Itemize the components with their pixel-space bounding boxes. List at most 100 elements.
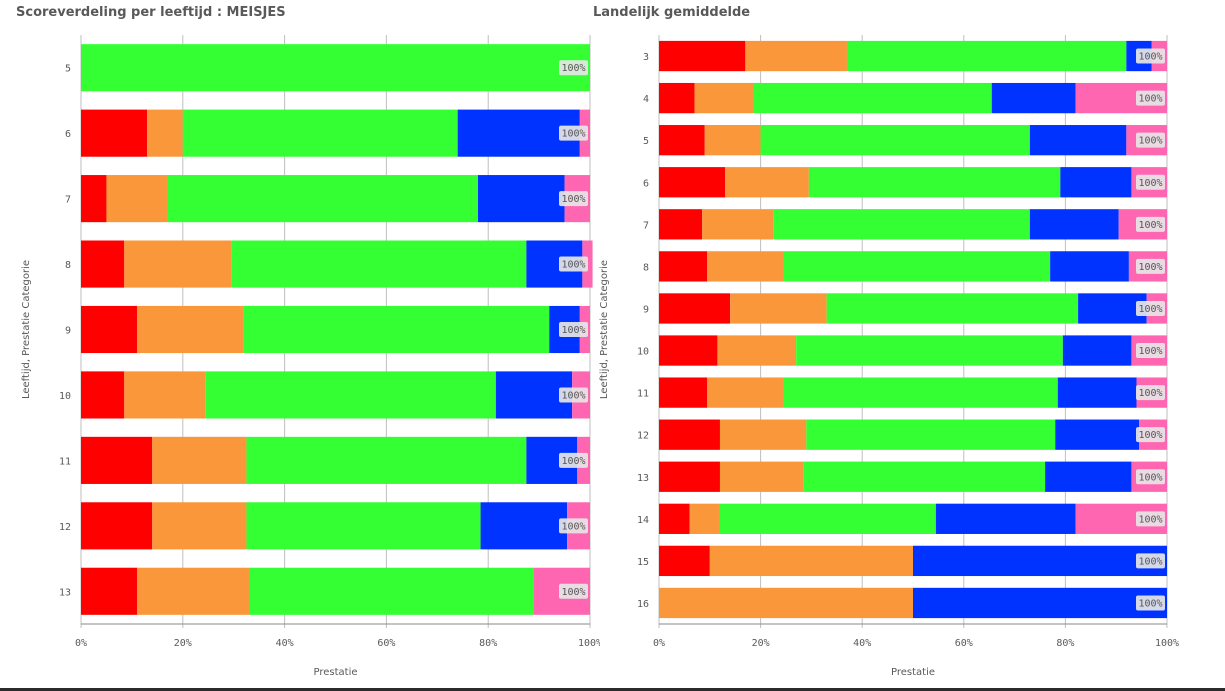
meisjes-bar-segment-7-3[interactable]: [167, 175, 479, 223]
landelijk-bar-segment-14-3[interactable]: [719, 503, 936, 534]
landelijk-x-tick-label: 40%: [853, 638, 871, 649]
landelijk-bar-segment-9-1[interactable]: [659, 293, 731, 324]
landelijk-bar-segment-4-4[interactable]: [991, 82, 1076, 114]
landelijk-bar-total-label: 100%: [1138, 304, 1162, 315]
landelijk-bar-segment-13-1[interactable]: [659, 461, 720, 492]
landelijk-bar-segment-15-4[interactable]: [913, 545, 1167, 577]
landelijk-bar-segment-10-1[interactable]: [659, 335, 718, 366]
meisjes-bar-segment-10-2[interactable]: [124, 371, 206, 419]
meisjes-bar-segment-6-2[interactable]: [147, 109, 183, 157]
landelijk-bar-segment-15-1[interactable]: [659, 545, 710, 577]
landelijk-bar-segment-4-2[interactable]: [694, 82, 753, 114]
meisjes-bar-segment-7-4[interactable]: [478, 175, 565, 223]
meisjes-bar-segment-13-1[interactable]: [81, 567, 137, 615]
landelijk-category-label: 14: [637, 515, 649, 526]
landelijk-bar-total-label: 100%: [1138, 136, 1162, 147]
meisjes-bar-segment-11-1[interactable]: [81, 436, 153, 484]
landelijk-bar-total-label: 100%: [1138, 178, 1162, 189]
meisjes-bar-segment-7-1[interactable]: [81, 175, 107, 223]
landelijk-bar-segment-9-3[interactable]: [826, 293, 1079, 324]
landelijk-bar-segment-10-4[interactable]: [1062, 335, 1132, 366]
landelijk-bar-segment-7-3[interactable]: [773, 209, 1030, 240]
landelijk-bar-segment-6-4[interactable]: [1060, 167, 1132, 198]
landelijk-bar-segment-3-3[interactable]: [846, 40, 1127, 72]
landelijk-bar-segment-16-2[interactable]: [659, 587, 913, 619]
landelijk-bar-segment-12-1[interactable]: [659, 419, 720, 450]
meisjes-bar-segment-9-1[interactable]: [81, 305, 137, 354]
meisjes-bar-segment-11-3[interactable]: [246, 436, 527, 484]
meisjes-bar-label-bg: [559, 387, 588, 403]
landelijk-bar-segment-13-4[interactable]: [1045, 461, 1132, 492]
landelijk-bar-segment-14-2[interactable]: [689, 503, 720, 534]
landelijk-bar-segment-14-1[interactable]: [659, 503, 690, 534]
landelijk-bar-segment-12-4[interactable]: [1055, 419, 1140, 450]
landelijk-bar-segment-16-4[interactable]: [913, 587, 1167, 619]
landelijk-bar-segment-10-2[interactable]: [717, 335, 797, 366]
landelijk-bar-segment-11-4[interactable]: [1057, 377, 1137, 408]
landelijk-bar-segment-12-3[interactable]: [806, 419, 1056, 450]
meisjes-bar-label-bg: [559, 518, 588, 534]
landelijk-bar-segment-13-2[interactable]: [719, 461, 804, 492]
landelijk-bar-segment-8-3[interactable]: [783, 251, 1051, 282]
landelijk-bar-segment-8-4[interactable]: [1050, 251, 1129, 282]
landelijk-bar-segment-12-2[interactable]: [719, 419, 807, 450]
landelijk-bar-segment-9-2[interactable]: [730, 293, 827, 324]
meisjes-bar-segment-9-2[interactable]: [136, 305, 244, 354]
landelijk-bar-segment-3-1[interactable]: [659, 40, 746, 72]
landelijk-bar-segment-9-4[interactable]: [1078, 293, 1147, 324]
landelijk-bar-segment-8-2[interactable]: [707, 251, 784, 282]
landelijk-bar-segment-11-1[interactable]: [659, 377, 708, 408]
meisjes-bar-segment-6-3[interactable]: [182, 109, 458, 157]
landelijk-x-tick-label: 0%: [653, 638, 665, 649]
meisjes-x-tick-label: 0%: [75, 638, 87, 649]
landelijk-bar-segment-4-3[interactable]: [752, 82, 992, 114]
landelijk-bar-segment-7-2[interactable]: [702, 209, 774, 240]
meisjes-bar-segment-9-3[interactable]: [243, 305, 550, 354]
landelijk-bar-segment-10-3[interactable]: [796, 335, 1063, 366]
landelijk-bar-segment-7-4[interactable]: [1029, 209, 1119, 240]
landelijk-bar-total-label: 100%: [1138, 556, 1162, 567]
landelijk-bar-segment-5-1[interactable]: [659, 125, 705, 156]
landelijk-bar-segment-6-2[interactable]: [725, 167, 809, 198]
landelijk-bar-segment-4-1[interactable]: [659, 82, 695, 114]
landelijk-bar-segment-11-2[interactable]: [707, 377, 784, 408]
landelijk-bar-segment-15-2[interactable]: [709, 545, 913, 577]
meisjes-bar-segment-10-3[interactable]: [205, 371, 496, 419]
meisjes-bar-total-label: 100%: [561, 587, 585, 598]
meisjes-category-label: 5: [65, 64, 71, 75]
meisjes-bar-segment-12-2[interactable]: [152, 502, 247, 550]
landelijk-bar-label-bg: [1136, 48, 1165, 64]
landelijk-bar-segment-6-1[interactable]: [659, 167, 726, 198]
meisjes-bar-segment-13-3[interactable]: [248, 567, 535, 615]
landelijk-bar-label-bg: [1136, 300, 1165, 316]
landelijk-bar-segment-8-1[interactable]: [659, 251, 708, 282]
landelijk-bar-total-label: 100%: [1138, 346, 1162, 357]
landelijk-bar-label-bg: [1136, 469, 1165, 485]
meisjes-bar-segment-10-1[interactable]: [81, 371, 125, 419]
landelijk-bar-segment-5-2[interactable]: [704, 125, 761, 156]
meisjes-bar-segment-13-2[interactable]: [136, 567, 249, 615]
meisjes-bar-segment-12-3[interactable]: [246, 502, 481, 550]
meisjes-bar-segment-8-2[interactable]: [124, 240, 232, 288]
landelijk-bar-segment-3-2[interactable]: [745, 40, 847, 72]
landelijk-bar-total-label: 100%: [1138, 262, 1162, 273]
meisjes-bar-segment-6-1[interactable]: [81, 109, 148, 157]
meisjes-bar-segment-12-1[interactable]: [81, 502, 153, 550]
landelijk-bar-segment-11-3[interactable]: [783, 377, 1058, 408]
meisjes-bar-segment-8-3[interactable]: [231, 240, 527, 288]
meisjes-x-tick-label: 20%: [174, 638, 192, 649]
landelijk-bar-segment-14-4[interactable]: [935, 503, 1076, 534]
meisjes-category-label: 9: [65, 326, 71, 337]
meisjes-bar-segment-11-2[interactable]: [152, 436, 247, 484]
landelijk-bar-segment-7-1[interactable]: [659, 209, 703, 240]
landelijk-bar-segment-5-4[interactable]: [1029, 125, 1127, 156]
landelijk-bar-segment-13-3[interactable]: [803, 461, 1046, 492]
landelijk-bar-segment-6-3[interactable]: [808, 167, 1061, 198]
meisjes-bar-segment-5-3[interactable]: [81, 44, 590, 92]
meisjes-bar-segment-8-1[interactable]: [81, 240, 125, 288]
meisjes-category-label: 10: [59, 391, 71, 402]
landelijk-bar-segment-5-3[interactable]: [760, 125, 1030, 156]
meisjes-bar-segment-12-4[interactable]: [480, 502, 568, 550]
meisjes-bar-segment-7-2[interactable]: [106, 175, 168, 223]
landelijk-x-tick-label: 60%: [955, 638, 973, 649]
